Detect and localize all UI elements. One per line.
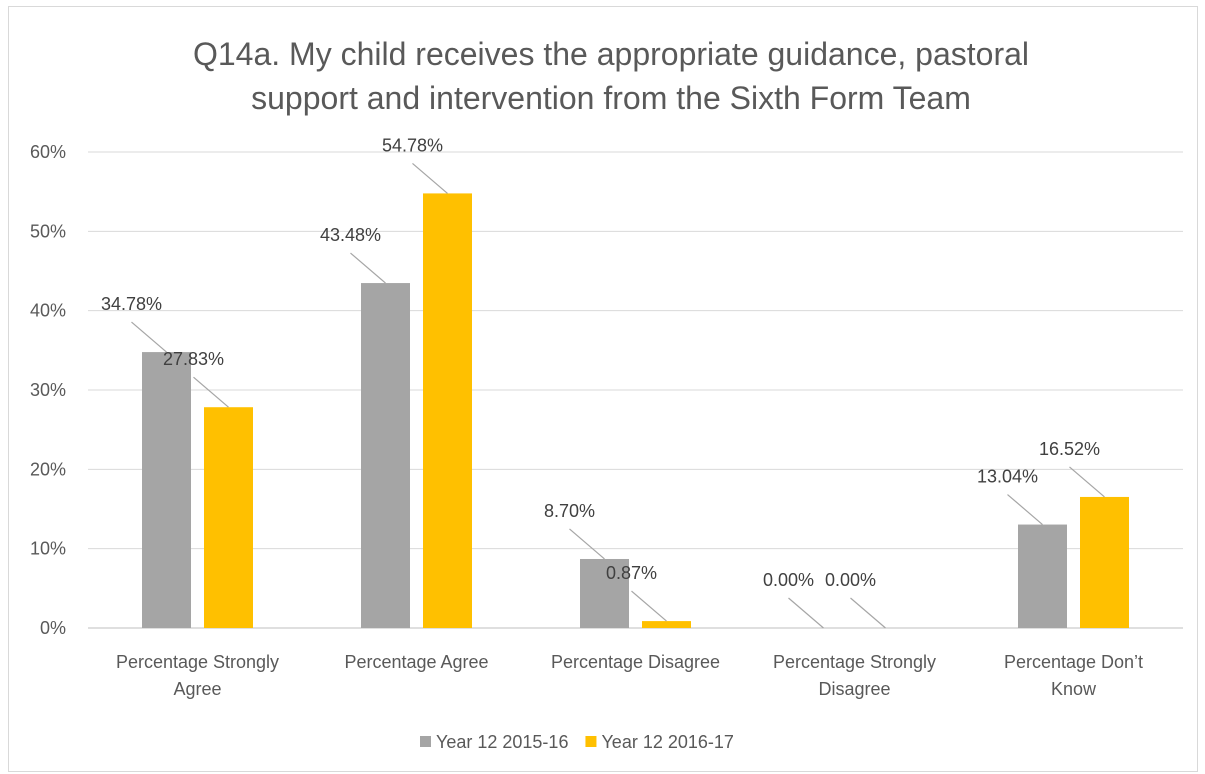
category-label: Percentage Strongly	[116, 652, 279, 672]
data-label: 34.78%	[101, 294, 162, 314]
legend: Year 12 2015-16 Year 12 2016-17	[420, 732, 734, 752]
category-label: Percentage Strongly	[773, 652, 936, 672]
data-label: 27.83%	[163, 349, 224, 369]
legend-label: Year 12 2016-17	[601, 732, 733, 752]
y-tick-label: 50%	[30, 221, 66, 241]
leader-line	[1069, 466, 1105, 498]
category-label: Disagree	[818, 679, 890, 699]
leader-line	[569, 528, 605, 560]
data-label: 8.70%	[544, 501, 595, 521]
category-label: Percentage Don’t	[1004, 652, 1143, 672]
data-label: 13.04%	[977, 467, 1038, 487]
legend-swatch	[420, 736, 431, 747]
bars	[142, 193, 1129, 629]
y-tick-label: 0%	[40, 618, 66, 638]
bar	[204, 407, 253, 628]
bar	[1018, 524, 1067, 628]
leader-line	[1007, 494, 1043, 526]
category-label: Agree	[173, 679, 221, 699]
chart-title-line: Q14a. My child receives the appropriate …	[193, 36, 1029, 72]
chart-title: Q14a. My child receives the appropriate …	[193, 36, 1029, 116]
y-tick-label: 30%	[30, 380, 66, 400]
bar	[361, 283, 410, 628]
bar	[142, 352, 191, 628]
bar	[642, 621, 691, 628]
leader-line	[131, 321, 167, 353]
leader-line	[631, 590, 667, 622]
chart-title-line: support and intervention from the Sixth …	[251, 80, 971, 116]
data-label: 54.78%	[382, 135, 443, 155]
data-label: 16.52%	[1039, 439, 1100, 459]
y-tick-label: 60%	[30, 142, 66, 162]
bar	[580, 558, 629, 628]
legend-label: Year 12 2015-16	[436, 732, 568, 752]
y-tick-label: 20%	[30, 459, 66, 479]
data-label: 43.48%	[320, 225, 381, 245]
category-label: Know	[1051, 679, 1097, 699]
y-tick-label: 10%	[30, 539, 66, 559]
category-label: Percentage Agree	[344, 652, 488, 672]
y-axis: 0% 10% 20% 30% 40% 50% 60%	[30, 142, 66, 638]
leader-line	[788, 597, 824, 629]
data-labels: 34.78% 27.83% 43.48% 54.78% 8.70% 0.87% 0.00% 0…	[101, 135, 1100, 590]
data-label: 0.00%	[763, 570, 814, 590]
data-label: 0.00%	[825, 570, 876, 590]
bar	[1080, 496, 1129, 628]
leader-line	[850, 597, 886, 629]
gridlines	[88, 151, 1183, 629]
category-label: Percentage Disagree	[551, 652, 720, 672]
bar	[423, 193, 472, 629]
leader-line	[412, 162, 448, 194]
legend-swatch	[585, 736, 597, 747]
leader-line	[350, 252, 386, 284]
x-axis: Percentage Strongly Agree Percentage Agree…	[116, 652, 1143, 699]
leader-line	[193, 376, 229, 408]
y-tick-label: 40%	[30, 301, 66, 321]
data-label: 0.87%	[606, 563, 657, 583]
leader-lines	[131, 162, 1105, 629]
